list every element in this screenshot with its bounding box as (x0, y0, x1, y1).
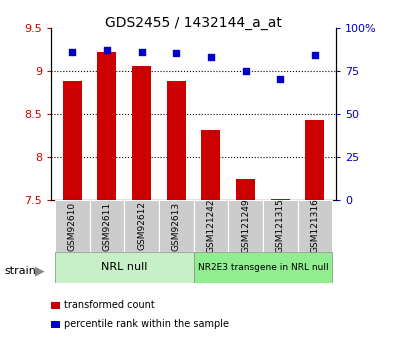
Text: GSM121242: GSM121242 (207, 199, 215, 253)
Bar (90, 200, 124, 252)
Bar (97, 52, 117, 200)
Bar (194, 200, 228, 252)
Bar (305, 120, 324, 200)
Point (138, 49, 145, 55)
Bar (167, 81, 186, 200)
Bar (271, 199, 290, 200)
Text: GSM121316: GSM121316 (310, 198, 320, 254)
Bar (228, 200, 263, 252)
Text: GSM121315: GSM121315 (276, 198, 285, 254)
Bar (55, 252, 194, 283)
Text: GDS2455 / 1432144_a_at: GDS2455 / 1432144_a_at (105, 16, 282, 30)
Text: ▶: ▶ (35, 264, 44, 277)
Point (103, 47, 110, 53)
Bar (55, 200, 90, 252)
Bar (194, 252, 332, 283)
Text: NRL null: NRL null (101, 263, 147, 272)
Bar (124, 200, 159, 252)
Bar (159, 200, 194, 252)
Point (243, 68, 249, 73)
Bar (263, 200, 297, 252)
Text: GSM92611: GSM92611 (102, 201, 111, 250)
Text: GSM121249: GSM121249 (241, 199, 250, 253)
Bar (201, 130, 220, 200)
Bar (297, 200, 332, 252)
Point (312, 52, 318, 58)
Point (277, 77, 284, 82)
Text: GSM92612: GSM92612 (137, 201, 146, 250)
Text: percentile rank within the sample: percentile rank within the sample (64, 319, 229, 329)
Text: GSM92610: GSM92610 (68, 201, 77, 250)
Point (208, 54, 214, 60)
Bar (236, 179, 255, 200)
Bar (132, 66, 151, 200)
Text: transformed count: transformed count (64, 300, 155, 310)
Text: strain: strain (4, 266, 36, 276)
Text: GSM92613: GSM92613 (172, 201, 181, 250)
Point (173, 51, 179, 56)
Bar (63, 81, 82, 200)
Point (69, 49, 75, 55)
Text: NR2E3 transgene in NRL null: NR2E3 transgene in NRL null (198, 263, 328, 272)
